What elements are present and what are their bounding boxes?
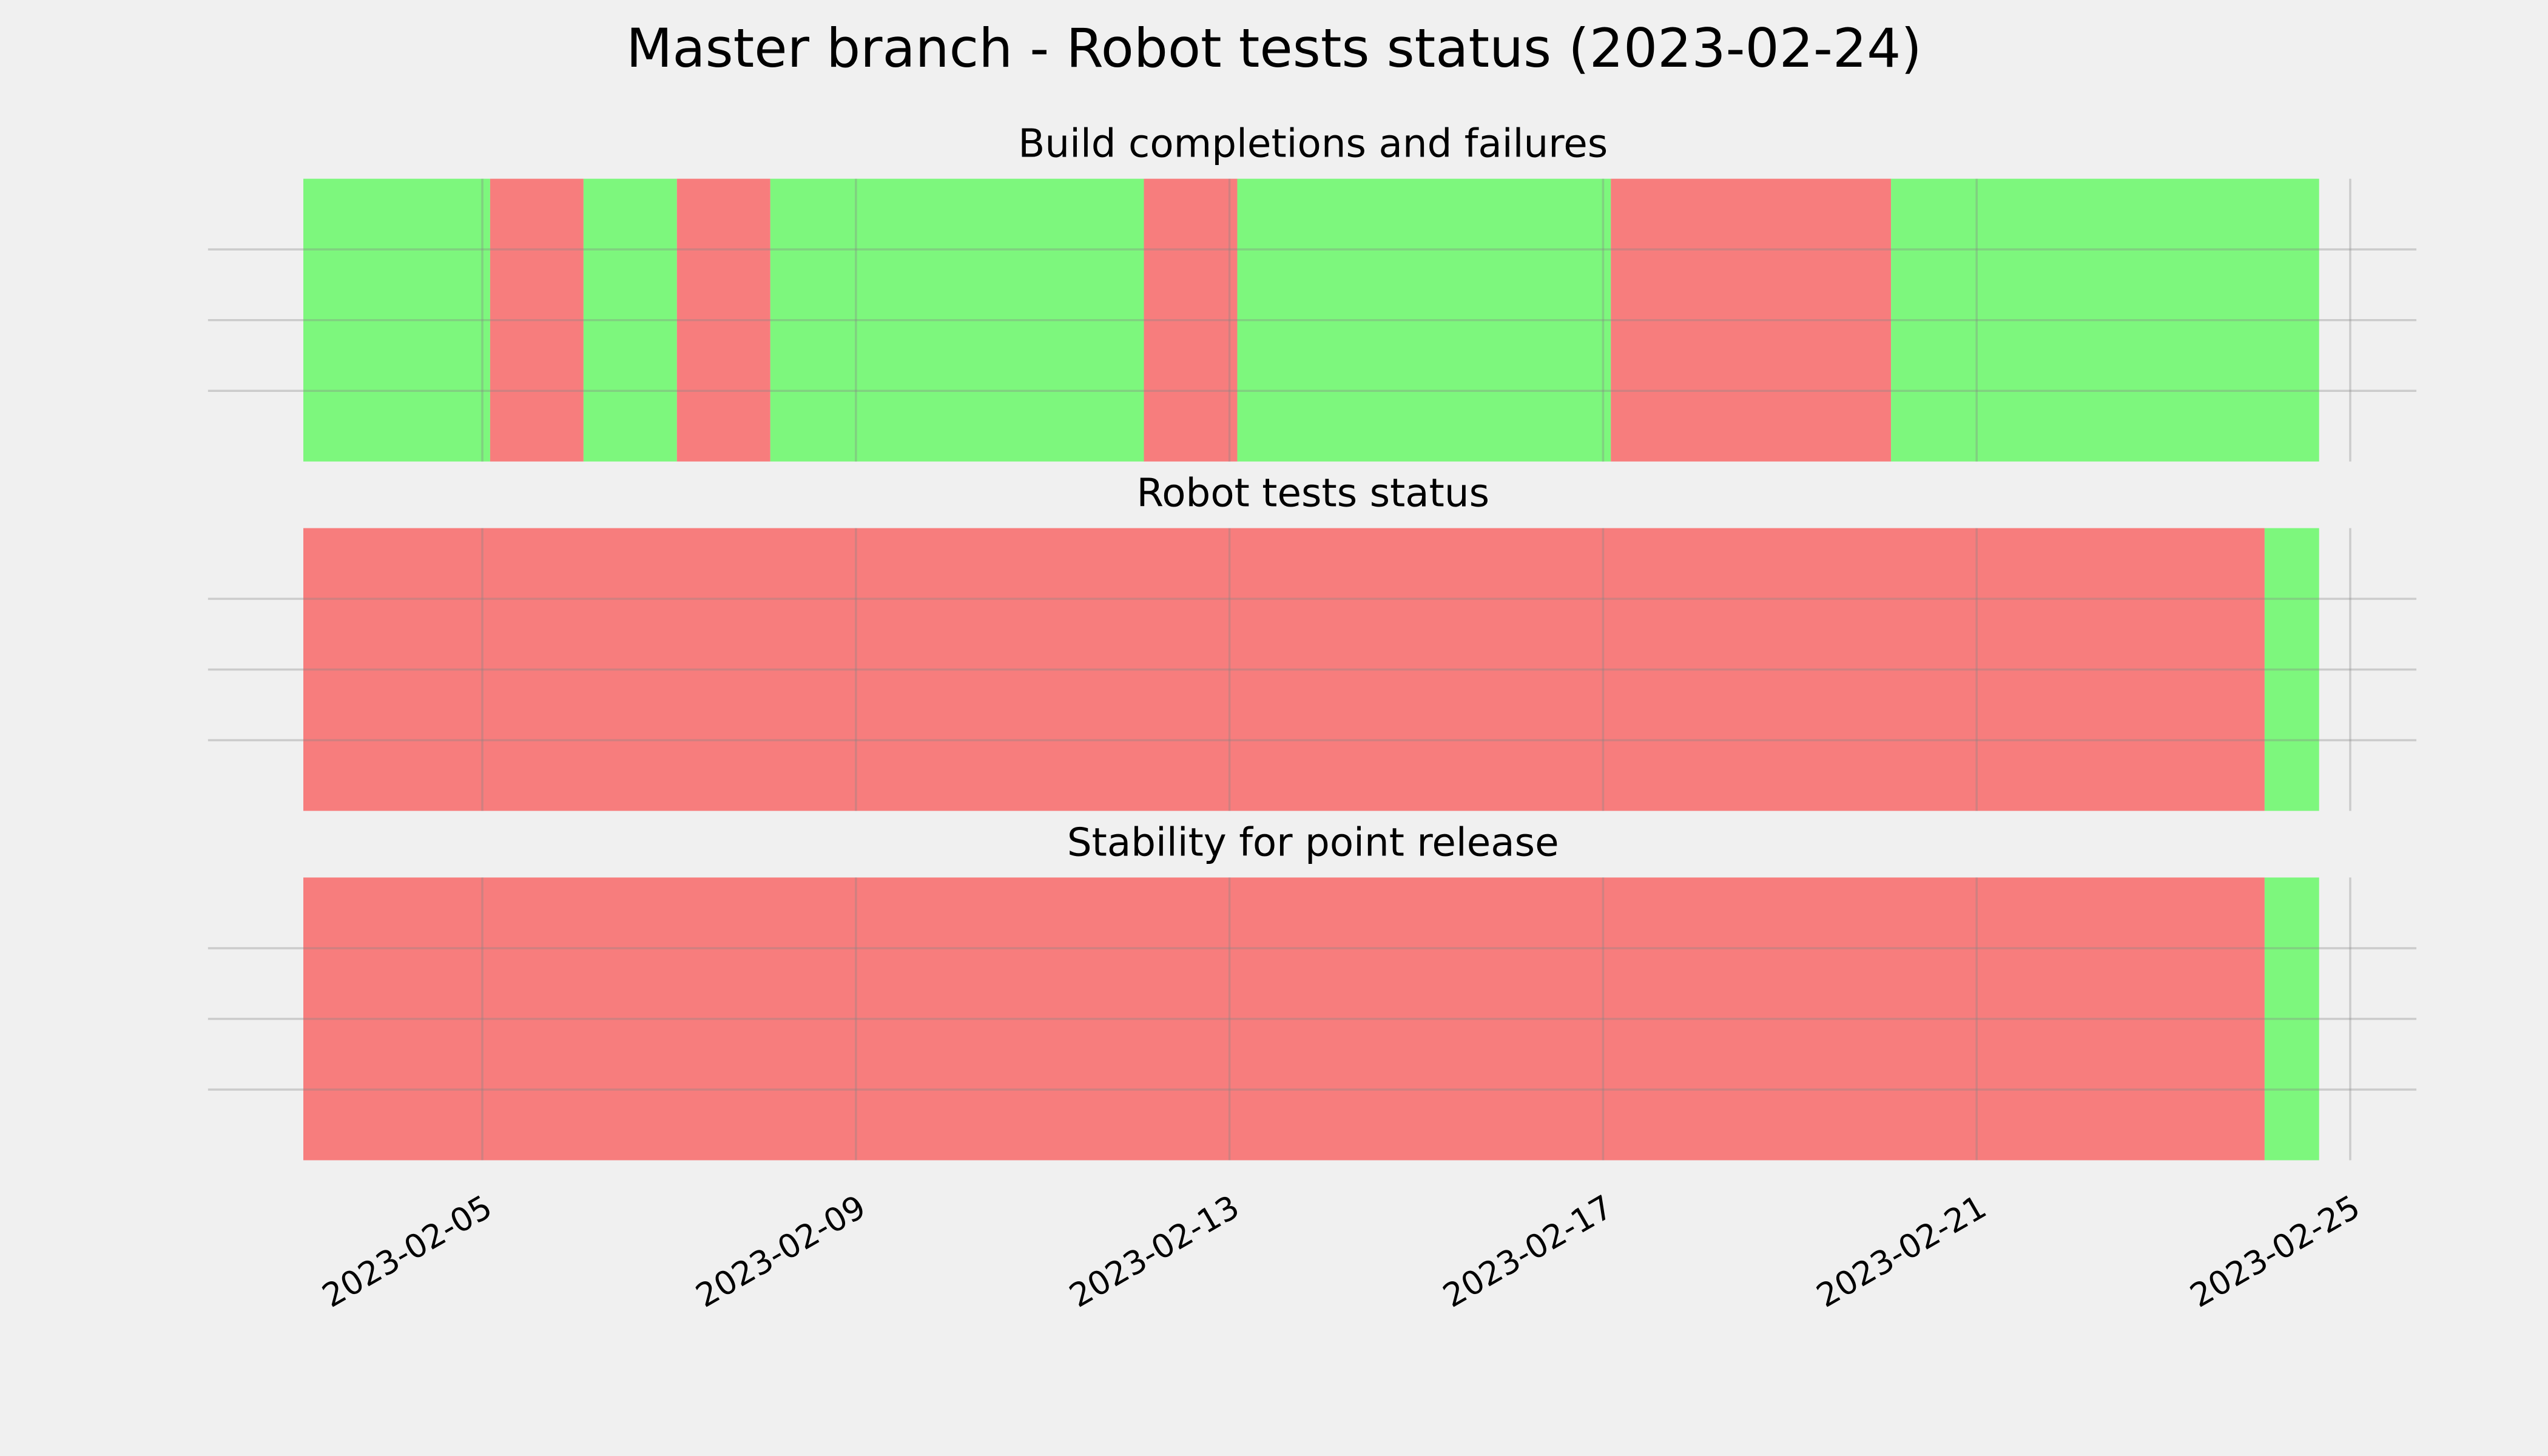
subplot-title: Stability for point release xyxy=(1067,820,1559,865)
x-tick-label: 2023-02-05 xyxy=(315,1187,498,1315)
subplot-title: Robot tests status xyxy=(1136,471,1489,516)
chart-title: Master branch - Robot tests status (2023… xyxy=(626,17,1922,79)
x-tick-label: 2023-02-21 xyxy=(1810,1187,1993,1315)
status-segment xyxy=(770,178,1144,462)
x-tick-label: 2023-02-25 xyxy=(2183,1187,2366,1315)
status-segment xyxy=(1611,178,1892,462)
status-segment xyxy=(303,528,2265,811)
status-segment xyxy=(1237,178,1611,462)
status-segment xyxy=(2264,877,2319,1161)
x-tick-label: 2023-02-09 xyxy=(689,1187,872,1315)
x-tick-label: 2023-02-17 xyxy=(1437,1187,1619,1315)
status-segment xyxy=(490,178,584,462)
subplot-title: Build completions and failures xyxy=(1018,121,1608,167)
status-segment xyxy=(583,178,677,462)
status-segment xyxy=(303,877,2265,1161)
status-segment xyxy=(1891,178,2319,462)
status-segment xyxy=(303,178,490,462)
status-segment xyxy=(676,178,770,462)
status-segment xyxy=(1144,178,1238,462)
status-segment xyxy=(2264,528,2319,811)
x-tick-label: 2023-02-13 xyxy=(1063,1187,1245,1315)
